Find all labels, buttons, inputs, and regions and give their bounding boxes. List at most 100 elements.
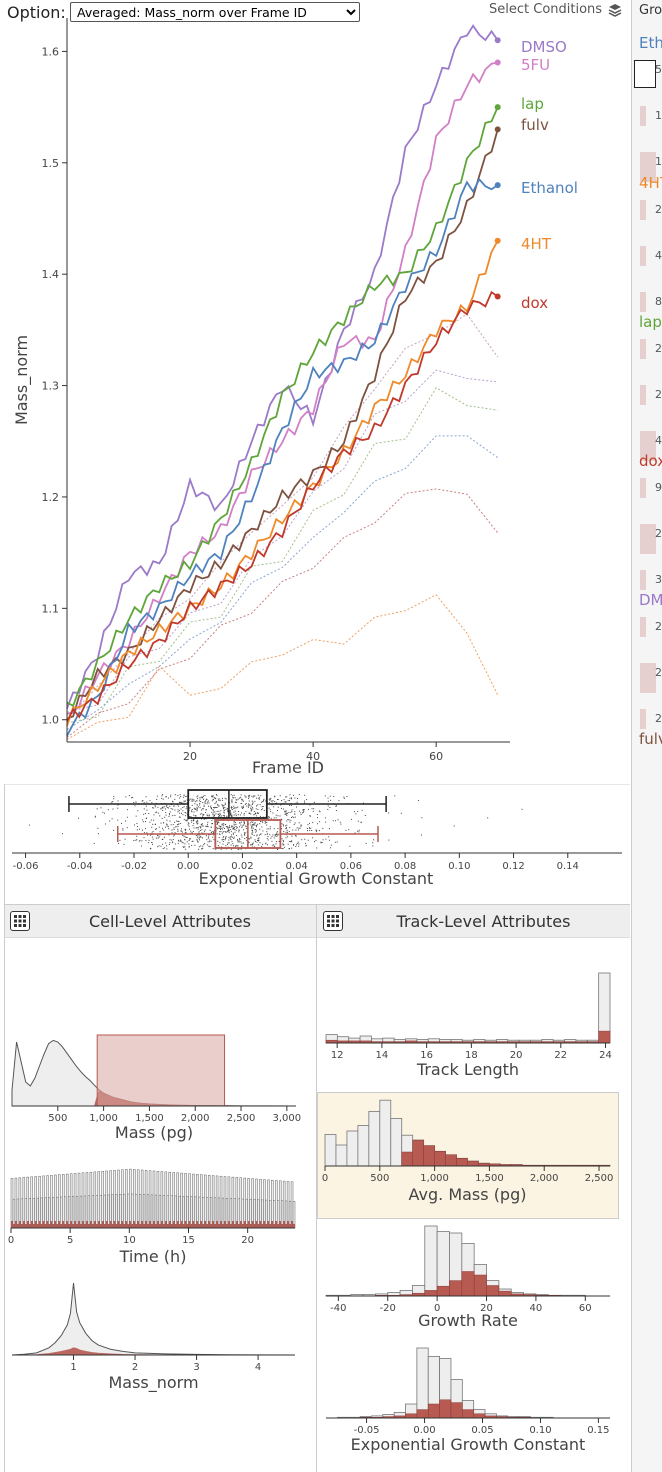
time-hist-selected-bar[interactable] [127, 1224, 130, 1228]
time-hist-selected-bar[interactable] [20, 1224, 23, 1228]
time-hist-bar[interactable] [56, 1196, 59, 1229]
time-hist-selected-bar[interactable] [99, 1224, 102, 1228]
time-hist-bar[interactable] [209, 1197, 213, 1229]
time-hist-bar[interactable] [278, 1180, 282, 1229]
time-hist-selected-bar[interactable] [222, 1224, 224, 1228]
time-hist-selected-bar[interactable] [139, 1224, 142, 1228]
time-hist-selected-bar[interactable] [68, 1224, 71, 1228]
time-hist-selected-bar[interactable] [40, 1224, 43, 1228]
time-hist-selected-bar[interactable] [261, 1224, 264, 1228]
series-label[interactable]: Ethanol [521, 179, 578, 197]
time-hist-selected-bar[interactable] [160, 1221, 163, 1228]
time-hist-bar[interactable] [213, 1197, 217, 1229]
growth-rate-hist-selected-bar[interactable] [461, 1271, 475, 1297]
time-hist-selected-bar[interactable] [109, 1221, 112, 1228]
time-hist-selected-bar[interactable] [153, 1221, 155, 1228]
time-hist-selected-bar[interactable] [14, 1221, 17, 1228]
time-hist-selected-bar[interactable] [125, 1221, 128, 1228]
time-hist-selected-bar[interactable] [247, 1221, 250, 1228]
avg-mass-hist-selected-bar[interactable] [445, 1154, 457, 1167]
time-hist-bar[interactable] [119, 1194, 122, 1229]
time-hist-selected-bar[interactable] [36, 1224, 39, 1228]
avg-mass-hist-selected-bar[interactable] [434, 1151, 446, 1167]
time-hist-bar[interactable] [138, 1194, 142, 1229]
time-hist-selected-bar[interactable] [129, 1221, 132, 1228]
time-hist-bar[interactable] [30, 1176, 33, 1229]
series-end-point[interactable] [494, 126, 501, 133]
time-hist-bar[interactable] [89, 1171, 93, 1229]
time-hist-selected-bar[interactable] [12, 1224, 15, 1228]
series-label[interactable]: fulv [521, 116, 549, 134]
time-hist-selected-bar[interactable] [80, 1224, 82, 1228]
time-hist-selected-bar[interactable] [123, 1224, 126, 1228]
exp-growth-hist-selected-bar[interactable] [473, 1413, 486, 1419]
series-end-point[interactable] [494, 293, 501, 300]
time-hist-bar[interactable] [125, 1169, 128, 1229]
time-hist-bar[interactable] [198, 1196, 201, 1229]
time-hist-bar[interactable] [133, 1169, 136, 1229]
exp-growth-hist-selected-bar[interactable] [450, 1402, 463, 1419]
time-hist-selected-bar[interactable] [83, 1224, 86, 1228]
time-hist-bar[interactable] [156, 1171, 160, 1229]
group-label[interactable]: Eth [639, 34, 662, 52]
time-hist-bar[interactable] [85, 1172, 89, 1229]
time-hist-bar[interactable] [184, 1173, 187, 1229]
growth-rate-hist-selected-bar[interactable] [424, 1290, 438, 1297]
time-hist-selected-bar[interactable] [249, 1224, 252, 1228]
time-hist-bar[interactable] [202, 1196, 205, 1229]
time-hist-selected-bar[interactable] [237, 1224, 240, 1228]
time-hist-selected-bar[interactable] [194, 1224, 197, 1228]
avg-mass-hist-bar[interactable] [324, 1134, 337, 1167]
group-item[interactable] [634, 60, 656, 88]
group-item[interactable] [640, 478, 646, 498]
time-hist-bar[interactable] [62, 1174, 65, 1229]
time-hist-bar[interactable] [261, 1199, 264, 1229]
time-hist-selected-bar[interactable] [231, 1221, 234, 1228]
time-hist-selected-bar[interactable] [285, 1224, 288, 1228]
time-hist-bar[interactable] [144, 1170, 148, 1229]
time-hist-selected-bar[interactable] [26, 1221, 29, 1228]
time-hist-selected-bar[interactable] [233, 1224, 236, 1228]
time-hist-selected-bar[interactable] [289, 1224, 292, 1228]
box-all-box[interactable] [187, 789, 268, 819]
time-hist-bar[interactable] [162, 1195, 166, 1229]
time-hist-bar[interactable] [166, 1195, 170, 1229]
exp-growth-hist-selected-bar[interactable] [416, 1409, 429, 1419]
series-line[interactable] [66, 61, 498, 715]
time-hist-bar[interactable] [233, 1198, 237, 1229]
time-hist-selected-bar[interactable] [283, 1221, 286, 1228]
time-hist-bar[interactable] [65, 1173, 69, 1229]
growth-rate-hist-selected-bar[interactable] [486, 1285, 500, 1297]
time-hist-bar[interactable] [227, 1176, 231, 1229]
time-hist-selected-bar[interactable] [202, 1224, 205, 1228]
time-hist-selected-bar[interactable] [267, 1221, 270, 1228]
time-hist-bar[interactable] [204, 1174, 207, 1229]
time-hist-selected-bar[interactable] [30, 1221, 33, 1228]
time-hist-bar[interactable] [60, 1196, 63, 1229]
time-hist-selected-bar[interactable] [208, 1221, 211, 1228]
track-length-hist-selected-bar[interactable] [598, 1030, 611, 1044]
series-end-point[interactable] [494, 104, 501, 111]
avg-mass-hist-selected-bar[interactable] [412, 1139, 424, 1167]
time-hist-selected-bar[interactable] [154, 1224, 157, 1228]
avg-mass-hist-bar[interactable] [346, 1130, 359, 1167]
time-hist-selected-bar[interactable] [287, 1221, 290, 1228]
time-hist-bar[interactable] [221, 1197, 225, 1229]
time-hist-bar[interactable] [217, 1197, 221, 1229]
growth-rate-hist-selected-bar[interactable] [473, 1274, 487, 1297]
group-label[interactable]: DM [639, 591, 662, 609]
series-line[interactable] [66, 177, 499, 737]
time-hist-bar[interactable] [79, 1195, 83, 1229]
time-hist-selected-bar[interactable] [206, 1224, 209, 1228]
avg-mass-hist-selected-bar[interactable] [423, 1145, 435, 1167]
time-hist-selected-bar[interactable] [141, 1221, 144, 1228]
time-hist-bar[interactable] [273, 1200, 276, 1229]
time-hist-bar[interactable] [150, 1194, 154, 1229]
time-hist-selected-bar[interactable] [229, 1224, 232, 1228]
series-line[interactable] [66, 290, 499, 722]
time-hist-bar[interactable] [107, 1194, 110, 1229]
time-hist-selected-bar[interactable] [166, 1224, 169, 1228]
series-label[interactable]: dox [521, 294, 548, 312]
exp-growth-hist-selected-bar[interactable] [439, 1399, 452, 1419]
time-hist-selected-bar[interactable] [239, 1221, 242, 1228]
